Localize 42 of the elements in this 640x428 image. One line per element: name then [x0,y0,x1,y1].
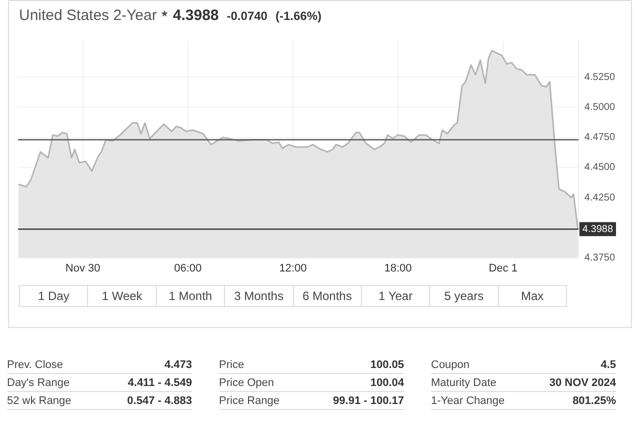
x-tick-label: Nov 30 [65,262,100,274]
text: 1 Week [87,286,156,306]
x-tick-label: 12:00 [279,262,307,274]
text: 99.91 - 100.17 [333,395,404,407]
text: 801.25% [572,395,616,407]
text: 4.411 - 4.549 [128,377,192,389]
text: 3 Months [224,286,292,306]
text: Day's Range [7,377,70,389]
text: -0.0740 [226,9,268,23]
text: 0.547 - 4.883 [127,395,192,407]
text: Price Open [219,377,274,389]
y-tick-label: 4.3750 [584,252,616,264]
text: (-1.66%) [275,9,322,23]
text: 1 Year [360,286,430,306]
x-tick-label: 06:00 [174,262,202,274]
text: 1 Month [156,286,224,306]
chart-title: United States 2-Year [19,7,157,24]
text: 1 Day [37,288,70,305]
text: 6 Months [292,286,361,306]
text: Prev. Close [7,359,64,371]
y-tick-label: 4.4500 [584,162,616,174]
text: Price [219,359,244,371]
y-tick-label: 4.4750 [584,132,616,144]
y-tick-label: 4.4250 [584,192,616,204]
text: 4.5 [600,359,616,371]
text: 4.3988 [172,7,219,24]
x-tick-label: Dec 1 [488,262,518,274]
text: Price Range [219,395,280,407]
text: Maturity Date [431,377,496,389]
text: 30 NOV 2024 [549,377,616,389]
text: 1-Year Change [431,395,505,407]
text: Max [498,286,566,306]
y-tick-label: 4.5250 [584,72,616,83]
text: 100.05 [370,359,404,371]
y-tick-label: 4.5000 [584,102,616,113]
text: 52 wk Range [7,395,72,407]
x-tick-label: 18:00 [384,262,412,274]
text: Coupon [431,359,470,371]
ref-line-label: 4.3988 [582,224,614,235]
text: 100.04 [370,377,404,389]
text: 5 years [429,286,498,306]
text: 4.473 [164,359,192,371]
